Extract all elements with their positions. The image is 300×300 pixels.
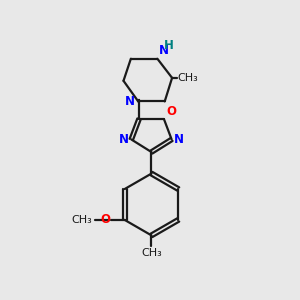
Text: N: N [159, 44, 169, 57]
Text: N: N [174, 133, 184, 146]
Text: N: N [119, 133, 129, 146]
Text: O: O [100, 213, 110, 226]
Text: H: H [164, 39, 174, 52]
Text: O: O [166, 105, 176, 118]
Text: CH₃: CH₃ [141, 248, 162, 258]
Text: CH₃: CH₃ [72, 215, 92, 225]
Text: CH₃: CH₃ [177, 73, 198, 83]
Text: N: N [125, 95, 135, 108]
